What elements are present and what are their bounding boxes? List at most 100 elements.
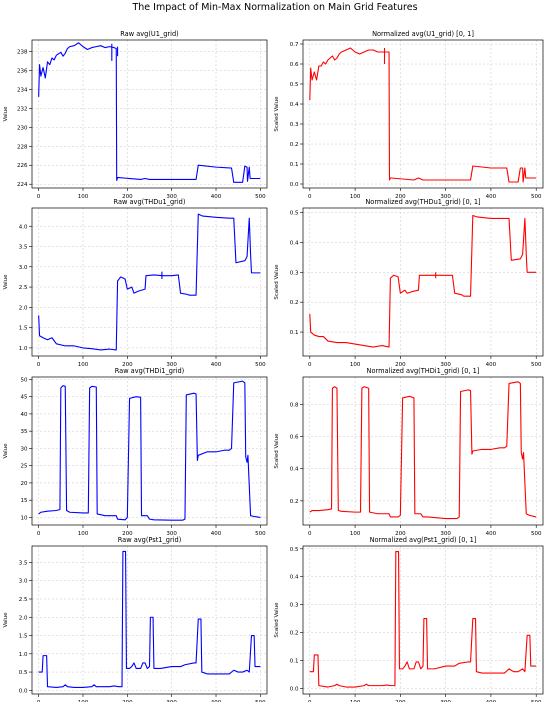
x-tick-label: 0 — [37, 362, 41, 368]
x-tick-label: 300 — [440, 362, 451, 368]
y-tick-label: 0.1 — [290, 162, 299, 168]
series-line — [38, 380, 261, 521]
x-tick-label: 0 — [308, 194, 312, 200]
y-tick-label: 2.5 — [19, 597, 28, 603]
x-tick-label: 400 — [211, 700, 222, 702]
y-axis-label: Scaled Value — [274, 433, 280, 469]
plot-frame — [31, 376, 268, 526]
x-tick-label: 300 — [166, 531, 177, 537]
y-tick-label: 3.0 — [19, 579, 28, 585]
x-tick-label: 400 — [211, 194, 222, 200]
y-tick-label: 0.3 — [290, 270, 299, 276]
x-tick-label: 0 — [37, 531, 41, 537]
y-tick-label: 3.0 — [19, 265, 28, 271]
x-tick-label: 100 — [350, 531, 361, 537]
plot-frame — [302, 545, 544, 695]
series-line — [38, 42, 261, 183]
y-tick-label: 0.2 — [290, 631, 299, 637]
plot-frame — [302, 376, 544, 526]
x-tick-label: 300 — [440, 700, 451, 702]
series-line — [38, 213, 261, 351]
series-line — [309, 47, 537, 183]
x-tick-label: 500 — [531, 531, 542, 537]
y-tick-label: 1.5 — [19, 634, 28, 640]
y-axis-label: Scaled Value — [274, 602, 280, 638]
y-tick-label: 2.0 — [19, 305, 28, 311]
y-tick-label: 0.1 — [290, 658, 299, 664]
plot-frame — [31, 39, 268, 189]
x-tick-label: 500 — [255, 362, 266, 368]
y-tick-label: 232 — [17, 106, 28, 112]
y-tick-label: 35 — [21, 429, 28, 435]
y-tick-label: 50 — [21, 377, 28, 383]
x-tick-label: 300 — [440, 531, 451, 537]
y-axis-label: Value — [3, 443, 9, 459]
x-tick-label: 300 — [166, 194, 177, 200]
x-tick-label: 100 — [78, 531, 89, 537]
x-tick-label: 500 — [531, 362, 542, 368]
y-tick-label: 0.6 — [290, 62, 299, 68]
y-tick-label: 0.5 — [19, 670, 28, 676]
series-line — [309, 551, 537, 688]
y-tick-label: 40 — [21, 412, 28, 418]
x-tick-label: 400 — [211, 362, 222, 368]
x-tick-label: 100 — [350, 700, 361, 702]
x-tick-label: 300 — [166, 362, 177, 368]
x-tick-label: 500 — [255, 700, 266, 702]
x-tick-label: 100 — [350, 194, 361, 200]
x-tick-label: 100 — [350, 362, 361, 368]
y-tick-label: 0.4 — [290, 467, 299, 473]
subplot-title: Raw avg(THDu1_grid) — [114, 198, 186, 206]
y-tick-label: 0.3 — [290, 122, 299, 128]
subplot-title: Raw avg(Pst1_grid) — [118, 536, 182, 544]
plot-frame — [302, 207, 544, 357]
y-tick-label: 25 — [21, 464, 28, 470]
x-tick-label: 0 — [37, 194, 41, 200]
y-tick-label: 0.3 — [290, 603, 299, 609]
subplot-title: Raw avg(THDi1_grid) — [115, 367, 185, 375]
x-tick-label: 400 — [211, 531, 222, 537]
x-tick-label: 300 — [440, 194, 451, 200]
x-tick-label: 100 — [78, 362, 89, 368]
subplot-title: Normalized avg(Pst1_grid) [0, 1] — [370, 536, 477, 544]
x-tick-label: 100 — [78, 194, 89, 200]
y-tick-label: 0.8 — [290, 402, 299, 408]
y-axis-label: Value — [3, 106, 9, 122]
y-tick-label: 0.4 — [290, 575, 299, 581]
subplot-title: Normalized avg(THDu1_grid) [0, 1] — [365, 198, 480, 206]
x-tick-label: 400 — [486, 700, 497, 702]
plot-frame — [302, 39, 544, 189]
series-line — [38, 550, 261, 688]
y-tick-label: 0.5 — [290, 210, 299, 216]
y-tick-label: 1.0 — [19, 652, 28, 658]
y-axis-label: Scaled Value — [274, 96, 280, 132]
y-tick-label: 0.2 — [290, 499, 299, 505]
series-line — [309, 214, 537, 348]
x-tick-label: 300 — [166, 700, 177, 702]
y-tick-label: 0.1 — [290, 330, 299, 336]
y-tick-label: 0.7 — [290, 42, 299, 48]
x-tick-label: 0 — [308, 700, 312, 702]
subplot-6: 0 100 200 300 400 500 0.2 0.4 0.6 0.8 Normalized a… — [274, 367, 544, 537]
plot-frame — [31, 207, 268, 357]
x-tick-label: 500 — [531, 194, 542, 200]
x-tick-label: 400 — [486, 531, 497, 537]
x-tick-label: 100 — [78, 700, 89, 702]
x-tick-label: 400 — [486, 362, 497, 368]
y-tick-label: 20 — [21, 481, 28, 487]
y-tick-label: 0.5 — [290, 82, 299, 88]
subplot-2: 0 100 200 300 400 500 0.0 0.1 0.2 0.3 0.4 0.5 0.6 0.7… — [274, 30, 544, 200]
x-tick-label: 0 — [37, 700, 41, 702]
y-tick-label: 2.0 — [19, 615, 28, 621]
x-tick-label: 400 — [486, 194, 497, 200]
x-tick-label: 0 — [308, 362, 312, 368]
x-tick-label: 200 — [122, 194, 133, 200]
y-tick-label: 2.5 — [19, 285, 28, 291]
y-tick-label: 0.6 — [290, 435, 299, 441]
x-tick-label: 200 — [122, 362, 133, 368]
x-tick-label: 200 — [122, 700, 133, 702]
y-tick-label: 224 — [17, 182, 28, 188]
y-tick-label: 3.5 — [19, 245, 28, 251]
x-tick-label: 200 — [122, 531, 133, 537]
